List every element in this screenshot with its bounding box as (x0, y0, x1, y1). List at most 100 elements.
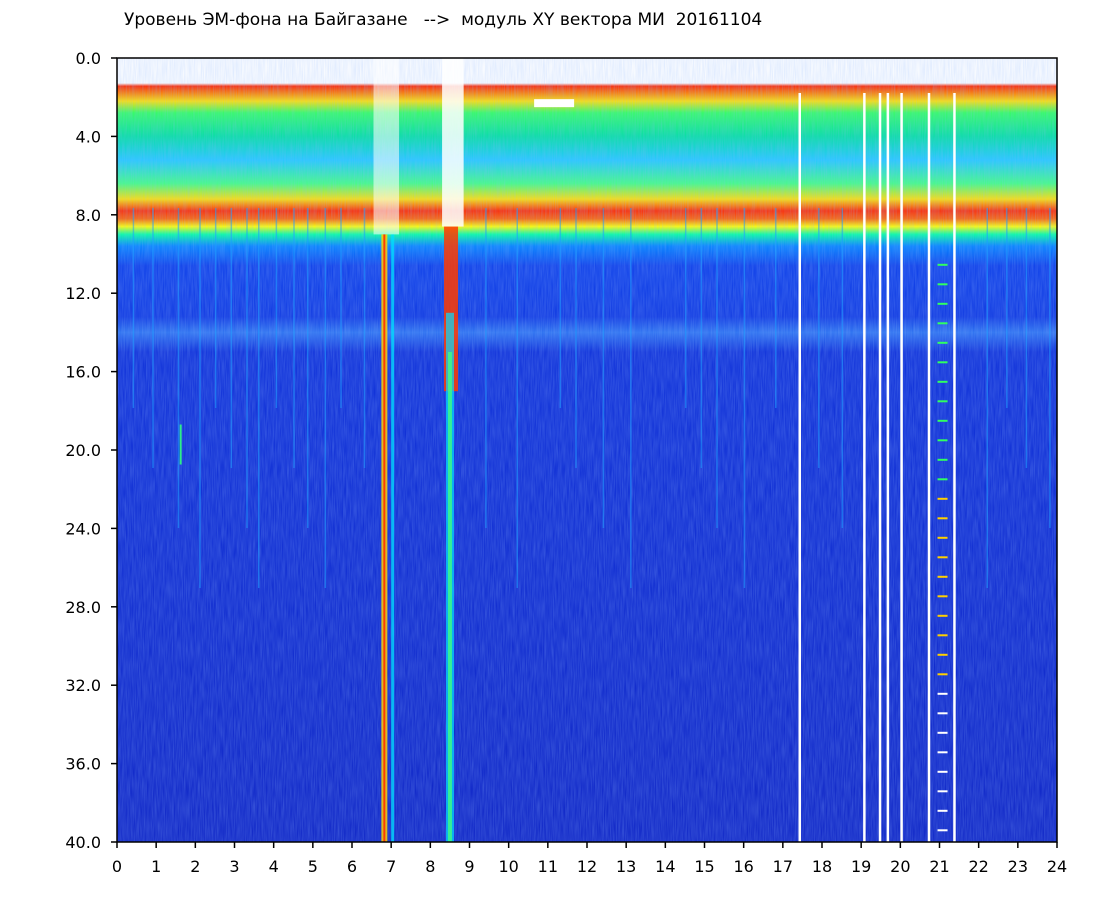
plot-stripe (214, 208, 217, 408)
x-tick-label: 18 (812, 857, 832, 876)
plot-marker (937, 536, 948, 539)
plot-marker (937, 263, 948, 266)
x-tick-label: 24 (1047, 857, 1067, 876)
x-tick-label: 22 (968, 857, 988, 876)
plot-marker (937, 478, 948, 481)
x-tick-label: 16 (733, 857, 753, 876)
plot-gap-line (953, 93, 956, 842)
x-tick-label: 9 (464, 857, 474, 876)
plot-dip-band (383, 234, 386, 842)
plot-marker (179, 424, 182, 465)
y-axis: 0.0 4.0 8.0 12.0 16.0 20.0 24.0 28.0 32.0 36.0 40.… (65, 49, 117, 852)
plot-gap-line (798, 93, 801, 842)
plot-marker (937, 653, 948, 656)
plot-stripe (559, 208, 562, 408)
x-tick-label: 14 (655, 857, 675, 876)
plot-marker (937, 419, 948, 422)
plot-stripe (684, 208, 687, 408)
plot-stripe (152, 208, 154, 468)
plot-stripe (1006, 208, 1008, 408)
plot-stripe (199, 208, 201, 588)
y-tick-label: 16.0 (65, 363, 101, 382)
plot-marker (937, 770, 948, 773)
plot-marker (937, 517, 948, 520)
x-tick-label: 6 (347, 857, 357, 876)
plot-stripe (841, 208, 844, 528)
plot-stripe (485, 208, 487, 528)
y-tick-label: 20.0 (65, 441, 101, 460)
plot-stripe (340, 208, 342, 408)
x-tick-label: 20 (890, 857, 910, 876)
x-tick-label: 13 (616, 857, 636, 876)
plot-marker (937, 439, 948, 442)
x-tick-label: 8 (425, 857, 435, 876)
plot-marker (937, 595, 948, 598)
plot-stripe (775, 208, 777, 408)
y-tick-label: 28.0 (65, 598, 101, 617)
plot-stripe (630, 208, 632, 588)
plot-stripe (743, 208, 746, 588)
plot-dip-band (373, 58, 399, 235)
plot-marker (937, 712, 948, 715)
plot-stripe (177, 208, 180, 528)
plot-stripe (700, 208, 703, 468)
plot-stripe (293, 208, 295, 468)
plot-marker (937, 380, 948, 383)
plot-stripe (1049, 208, 1051, 528)
y-tick-label: 24.0 (65, 519, 101, 538)
y-tick-label: 8.0 (76, 206, 101, 225)
plot-marker (937, 751, 948, 754)
plot-stripe (516, 208, 518, 588)
plot-dip-band (447, 352, 452, 842)
plot-marker (937, 322, 948, 325)
plot-marker (937, 361, 948, 364)
plot-marker (937, 731, 948, 734)
plot-marker (937, 829, 948, 832)
x-tick-label: 2 (190, 857, 200, 876)
plot-marker (937, 809, 948, 812)
x-tick-label: 3 (229, 857, 239, 876)
y-tick-label: 12.0 (65, 284, 101, 303)
y-tick-label: 40.0 (65, 833, 101, 852)
plot-marker (937, 692, 948, 695)
plot-stripe (575, 208, 577, 468)
x-tick-label: 1 (151, 857, 161, 876)
plot-dip-band (442, 58, 464, 227)
plot-stripe (306, 208, 309, 528)
plot-stripe (246, 208, 248, 528)
plot-marker (937, 302, 948, 305)
x-tick-label: 12 (577, 857, 597, 876)
plot-marker (937, 400, 948, 403)
plot-marker (937, 634, 948, 637)
y-tick-label: 32.0 (65, 676, 101, 695)
plot-marker (937, 673, 948, 676)
y-tick-label: 0.0 (76, 49, 101, 68)
plot-stripe (275, 208, 278, 408)
plot-stripe (1025, 208, 1028, 468)
x-tick-label: 23 (1008, 857, 1028, 876)
plot-gap-line (878, 93, 882, 842)
plot-gap-line (863, 93, 866, 842)
plot-stripe (258, 208, 260, 588)
plot-marker (937, 458, 948, 461)
plot-marker (937, 614, 948, 617)
plot-stripe (716, 208, 718, 528)
chart-title: Уровень ЭМ-фона на Байгазане --> модуль … (124, 10, 763, 30)
plot-dip-band (391, 234, 395, 842)
plot-gap-line (927, 93, 931, 842)
x-tick-label: 19 (851, 857, 871, 876)
x-tick-label: 5 (308, 857, 318, 876)
plot-marker (937, 341, 948, 344)
plot-marker (937, 556, 948, 559)
plot-marker (937, 575, 948, 578)
plot-stripe (230, 208, 233, 468)
plot-stripe (986, 208, 988, 588)
plot-stripe (818, 208, 820, 468)
x-tick-label: 11 (538, 857, 558, 876)
plot-stripe (602, 208, 605, 528)
y-tick-label: 4.0 (76, 127, 101, 146)
plot-stripe (363, 208, 366, 468)
x-tick-label: 15 (694, 857, 714, 876)
spectrogram-plot (117, 58, 1057, 842)
